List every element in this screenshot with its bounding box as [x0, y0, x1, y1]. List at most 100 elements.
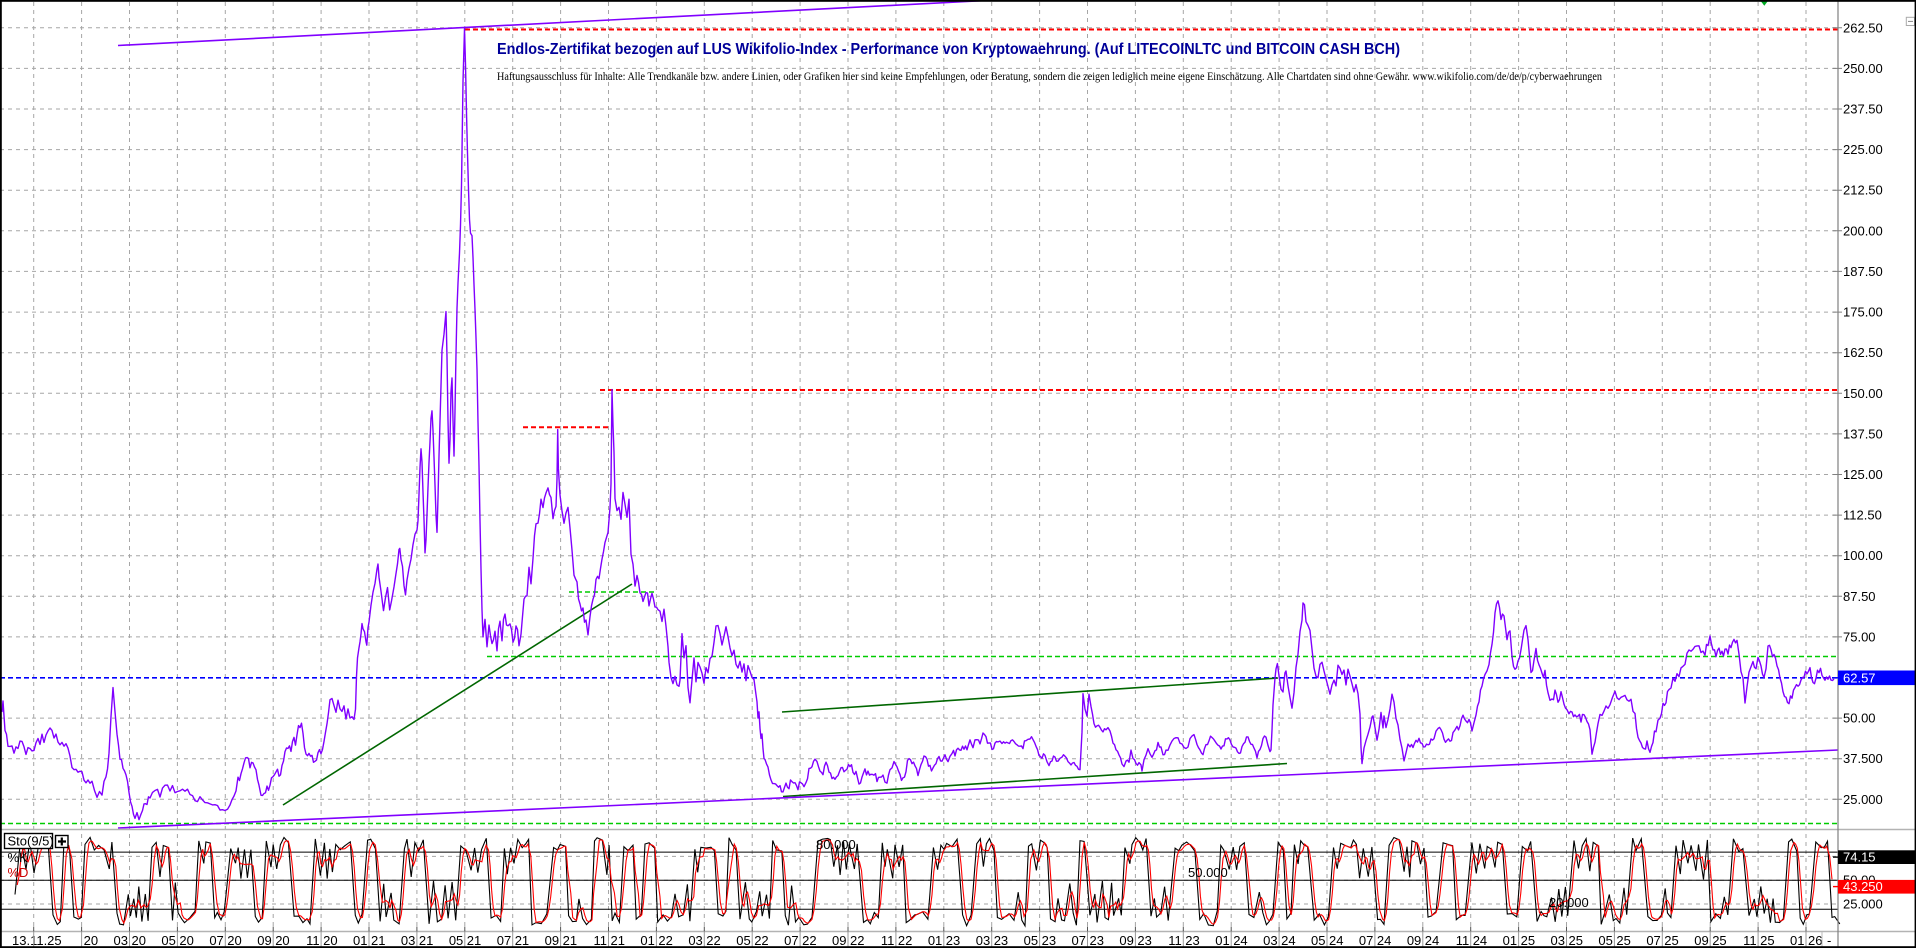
svg-text:23: 23: [994, 933, 1008, 948]
svg-text:11: 11: [1743, 933, 1757, 948]
svg-text:11: 11: [306, 933, 320, 948]
svg-text:24: 24: [1473, 933, 1487, 948]
svg-text:23: 23: [946, 933, 960, 948]
svg-text:75.00: 75.00: [1843, 629, 1876, 644]
svg-text:03: 03: [1263, 933, 1277, 948]
svg-text:07: 07: [1072, 933, 1086, 948]
svg-text:50.000: 50.000: [1188, 865, 1228, 880]
svg-text:237.50: 237.50: [1843, 102, 1883, 117]
svg-text:01: 01: [1503, 933, 1517, 948]
svg-text:21: 21: [419, 933, 433, 948]
svg-text:22: 22: [754, 933, 768, 948]
svg-text:112.50: 112.50: [1843, 508, 1882, 523]
svg-text:03: 03: [401, 933, 415, 948]
svg-text:22: 22: [850, 933, 864, 948]
svg-text:100.00: 100.00: [1843, 548, 1883, 563]
svg-text:25.000: 25.000: [1843, 792, 1883, 807]
svg-text:07: 07: [497, 933, 511, 948]
svg-text:07: 07: [1359, 933, 1373, 948]
svg-text:20: 20: [132, 933, 146, 948]
svg-text:87.50: 87.50: [1843, 589, 1876, 604]
svg-text:Sto(9/5): Sto(9/5): [8, 834, 54, 849]
svg-text:07: 07: [1646, 933, 1660, 948]
svg-text:05: 05: [1598, 933, 1612, 948]
svg-text:24: 24: [1425, 933, 1439, 948]
svg-text:150.00: 150.00: [1843, 386, 1883, 401]
svg-text:21: 21: [611, 933, 625, 948]
svg-text:23: 23: [1137, 933, 1151, 948]
svg-text:03: 03: [114, 933, 128, 948]
svg-text:09: 09: [1694, 933, 1708, 948]
svg-text:03: 03: [976, 933, 990, 948]
svg-text:09: 09: [257, 933, 271, 948]
svg-text:03: 03: [1551, 933, 1565, 948]
svg-text:11: 11: [1456, 933, 1470, 948]
svg-text:13.11.25: 13.11.25: [12, 933, 62, 948]
svg-text:23: 23: [1042, 933, 1056, 948]
svg-text:01: 01: [1790, 933, 1804, 948]
svg-text:05: 05: [1024, 933, 1038, 948]
svg-text:25: 25: [1712, 933, 1726, 948]
svg-text:37.500: 37.500: [1843, 751, 1883, 766]
svg-text:50.00: 50.00: [1843, 711, 1876, 726]
svg-text:01: 01: [928, 933, 942, 948]
svg-text:175.00: 175.00: [1843, 305, 1883, 320]
svg-text:21: 21: [371, 933, 385, 948]
svg-text:250.00: 250.00: [1843, 61, 1883, 76]
svg-text:23: 23: [1185, 933, 1199, 948]
svg-text:01: 01: [640, 933, 654, 948]
svg-text:01: 01: [353, 933, 367, 948]
svg-text:Endlos-Zertifikat bezogen auf: Endlos-Zertifikat bezogen auf LUS Wikifo…: [497, 41, 1400, 58]
svg-text:03: 03: [688, 933, 702, 948]
svg-text:262.50: 262.50: [1843, 20, 1883, 35]
svg-text:24: 24: [1377, 933, 1391, 948]
svg-text:24: 24: [1329, 933, 1343, 948]
svg-text:11: 11: [1168, 933, 1182, 948]
svg-text:Haftungsausschluss für Inhalte: Haftungsausschluss für Inhalte: Alle Tre…: [497, 69, 1602, 83]
svg-text:%D: %D: [8, 865, 29, 880]
svg-text:09: 09: [832, 933, 846, 948]
svg-text:22: 22: [706, 933, 720, 948]
svg-text:23: 23: [1090, 933, 1104, 948]
svg-text:200.00: 200.00: [1843, 223, 1883, 238]
svg-text:%K: %K: [8, 850, 29, 865]
svg-text:09: 09: [1119, 933, 1133, 948]
svg-text:24: 24: [1233, 933, 1247, 948]
svg-text:80.000: 80.000: [816, 837, 856, 852]
svg-text:21: 21: [563, 933, 577, 948]
svg-text:05: 05: [449, 933, 463, 948]
svg-text:22: 22: [658, 933, 672, 948]
svg-text:20: 20: [179, 933, 193, 948]
svg-text:01: 01: [1215, 933, 1229, 948]
svg-text:25: 25: [1569, 933, 1583, 948]
svg-text:212.50: 212.50: [1843, 183, 1883, 198]
svg-text:11: 11: [594, 933, 608, 948]
svg-text:187.50: 187.50: [1843, 264, 1883, 279]
svg-text:05: 05: [736, 933, 750, 948]
svg-text:21: 21: [467, 933, 481, 948]
svg-text:20: 20: [323, 933, 337, 948]
svg-text:74.15: 74.15: [1843, 850, 1876, 865]
svg-text:125.00: 125.00: [1843, 467, 1883, 482]
svg-text:25: 25: [1760, 933, 1774, 948]
svg-text:11: 11: [881, 933, 895, 948]
svg-text:20.000: 20.000: [1549, 895, 1589, 910]
svg-text:25: 25: [1664, 933, 1678, 948]
svg-text:07: 07: [209, 933, 223, 948]
svg-text:20: 20: [275, 933, 289, 948]
svg-text:225.00: 225.00: [1843, 142, 1883, 157]
svg-text:162.50: 162.50: [1843, 345, 1883, 360]
svg-text:25: 25: [1521, 933, 1535, 948]
svg-text:20: 20: [227, 933, 241, 948]
svg-text:09: 09: [545, 933, 559, 948]
svg-text:22: 22: [898, 933, 912, 948]
svg-text:26: 26: [1808, 933, 1822, 948]
svg-text:07: 07: [784, 933, 798, 948]
svg-text:137.50: 137.50: [1843, 426, 1883, 441]
svg-text:43.250: 43.250: [1843, 879, 1883, 894]
svg-text:-: -: [1827, 933, 1831, 948]
svg-text:22: 22: [802, 933, 816, 948]
svg-text:25: 25: [1616, 933, 1630, 948]
svg-text:25.000: 25.000: [1843, 897, 1883, 912]
svg-text:05: 05: [161, 933, 175, 948]
